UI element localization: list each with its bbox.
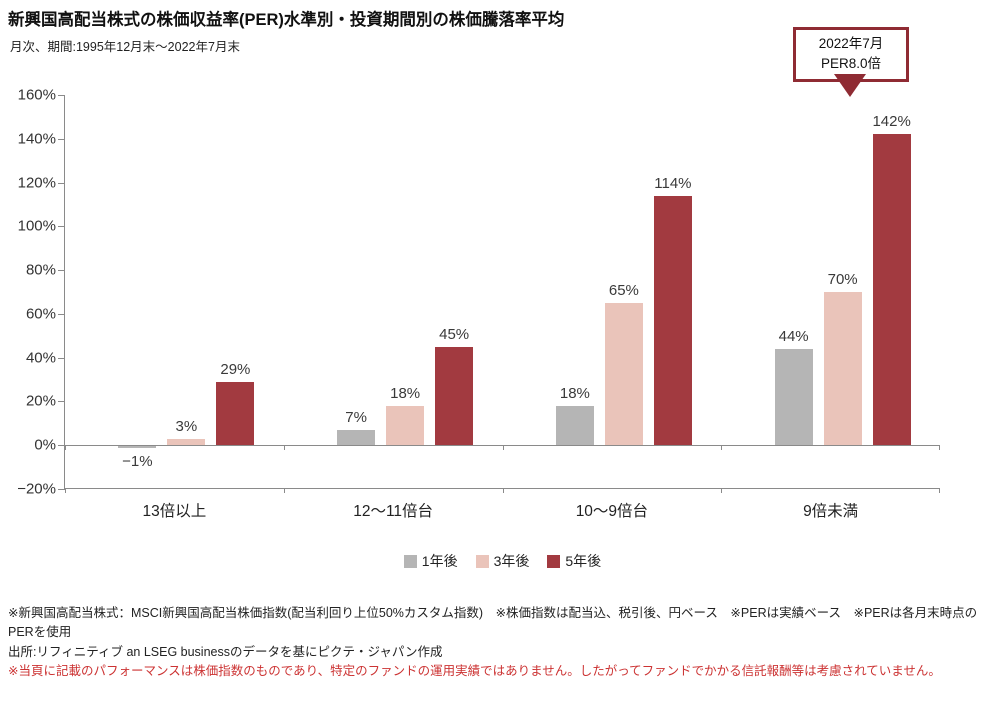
y-axis-label: 0% [34,436,56,454]
x-axis-tick [502,445,504,451]
callout-per-value: PER8.0倍 [820,56,882,72]
bar-value-label: −1% [122,453,153,471]
bar-value-label: 114% [654,174,692,192]
footnote-source: 出所:リフィニティブ an LSEG businessのデータを基にピクテ・ジャ… [8,644,443,659]
x-axis-tick [283,445,285,451]
legend-item-1年後: 1年後 [403,551,458,571]
y-axis-label: 140% [17,130,56,148]
bar-5年後-10～9倍台 [653,195,692,446]
bar-5年後-9倍未満 [872,134,911,446]
callout-date: 2022年7月 [818,36,884,51]
y-axis-tick [58,182,65,184]
y-axis-tick [58,270,65,272]
y-axis-label: −20% [17,480,56,498]
bar-chart-plot: 160% 140% 120% 100% 80% 60% 40% 20% 0% −20% −1% 3% 2… [17,87,940,520]
bar-5年後-13倍以上 [216,381,255,446]
bar-1年後-12～11倍台 [337,429,376,446]
y-axis-tick [58,489,65,490]
bar-1年後-10～9倍台 [555,405,594,446]
x-axis-tick [502,488,504,493]
bar-1年後-13倍以上 [118,446,157,449]
bar-3年後-9倍未満 [823,292,862,446]
bar-value-label: 44% [778,327,809,345]
footnote-disclaimer: ※当頁に記載のパフォーマンスは株価指数のものであり、特定のファンドの運用実績では… [8,664,941,679]
bar-value-label: 29% [220,360,251,378]
bar-value-label: 3% [175,417,198,435]
legend-item-3年後: 3年後 [475,551,530,571]
legend-label: 3年後 [493,553,530,569]
legend-label: 5年後 [565,553,602,569]
x-axis-category-label: 12～11倍台 [353,503,434,520]
y-axis-label: 40% [25,349,56,367]
legend-item-5年後: 5年後 [547,551,601,571]
x-axis-tick [65,488,66,493]
bar-3年後-13倍以上 [167,438,206,446]
x-axis-tick [65,445,66,451]
bar-value-label: 18% [390,384,421,402]
y-axis-label: 20% [25,392,56,410]
chart-subtitle: 月次、期間:1995年12月末～2022年7月末 [10,40,240,54]
y-axis-tick [58,226,65,228]
x-axis-tick [721,488,723,493]
chart-legend: 1年後 3年後 5年後 [65,551,940,571]
footnote-definitions: ※新興国高配当株式：MSCI新興国高配当株価指数(配当利回り上位50%カスタム指… [8,606,978,640]
y-axis-tick [58,445,65,447]
y-axis-tick [58,95,65,96]
legend-label: 1年後 [421,553,458,569]
bar-value-label: 18% [559,384,590,402]
bar-value-label: 142% [872,113,911,131]
callout-arrow-icon [834,74,866,97]
x-axis-tick [283,488,285,493]
y-axis-tick [58,401,65,403]
legend-swatch [475,554,489,568]
y-axis-tick [58,138,65,140]
y-axis-label: 80% [25,261,56,279]
bar-value-label: 65% [608,281,639,299]
y-axis-label: 160% [17,86,56,104]
x-axis-tick [721,445,723,451]
y-axis-tick [58,313,65,315]
footnotes: ※新興国高配当株式：MSCI新興国高配当株価指数(配当利回り上位50%カスタム指… [8,604,978,682]
y-axis-tick [58,357,65,359]
x-axis-category-label: 13倍以上 [142,503,207,520]
y-axis-label: 100% [17,217,56,235]
x-axis-tick [939,445,940,451]
legend-swatch [547,554,561,568]
y-axis-label: 120% [17,174,56,192]
bar-5年後-12～11倍台 [435,346,474,446]
y-axis-line [64,95,65,489]
y-axis-label: 60% [25,305,56,323]
bar-3年後-12～11倍台 [386,405,425,446]
bar-value-label: 70% [827,271,858,288]
bar-value-label: 7% [345,408,367,426]
chart-title: 新興国高配当株式の株価収益率(PER)水準別・投資期間別の株価騰落率平均 [8,11,565,29]
bar-3年後-10～9倍台 [604,302,643,446]
x-axis-tick [939,488,940,493]
legend-swatch [403,554,417,568]
x-axis-category-label: 9倍未満 [803,503,859,520]
x-axis-category-label: 10～9倍台 [575,503,649,520]
bar-1年後-9倍未満 [774,348,813,446]
bar-value-label: 45% [439,325,470,343]
per-annotation-callout: 2022年7月 PER8.0倍 [793,27,909,82]
